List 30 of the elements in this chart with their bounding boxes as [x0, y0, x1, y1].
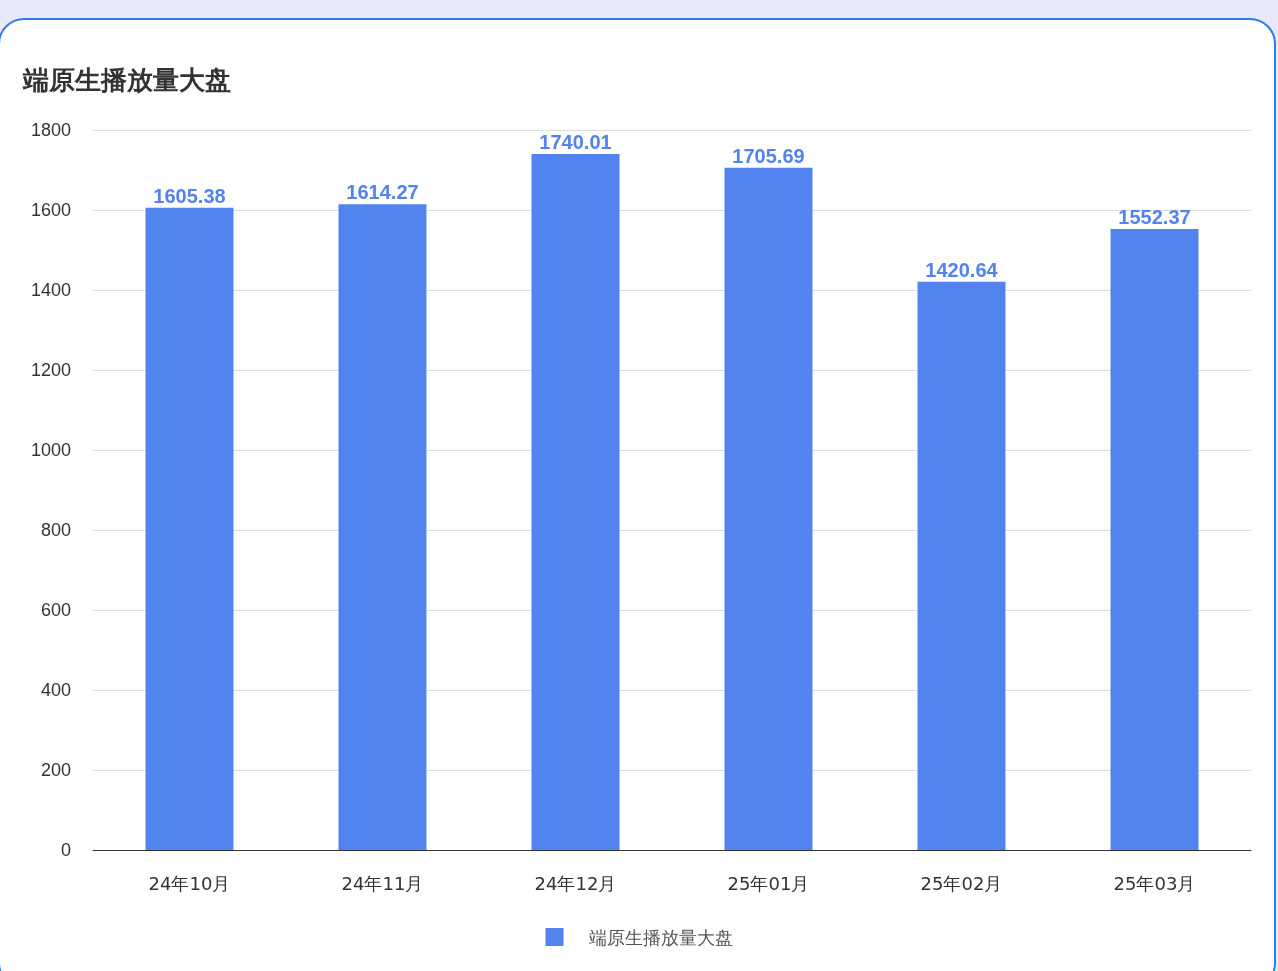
x-tick-label: 25年01月: [727, 872, 810, 894]
y-tick-label: 600: [40, 600, 71, 620]
y-tick-label: 1200: [30, 360, 71, 380]
x-tick-label: 25年03月: [1113, 872, 1196, 894]
x-tick-label: 25年02月: [920, 872, 1003, 894]
y-tick-label: 400: [40, 680, 71, 700]
y-tick-label: 200: [40, 760, 71, 780]
data-label: 1705.69: [732, 144, 805, 167]
legend-label: 端原生播放量大盘: [588, 926, 733, 948]
bar: [1110, 229, 1199, 850]
x-tick-label: 24年11月: [341, 872, 424, 894]
data-label: 1614.27: [346, 181, 419, 204]
data-label: 1740.01: [539, 131, 612, 153]
bar: [917, 281, 1006, 850]
chart-title: 端原生播放量大盘: [22, 65, 231, 95]
bar: [338, 204, 427, 850]
x-tick-label: 24年12月: [534, 872, 617, 894]
bar: [531, 154, 620, 850]
y-tick-label: 1800: [30, 120, 71, 140]
bar: [724, 167, 813, 850]
data-label: 1552.37: [1118, 206, 1191, 229]
x-tick-label: 24年10月: [148, 872, 231, 894]
data-label: 1605.38: [153, 184, 226, 207]
y-tick-label: 0: [60, 840, 71, 860]
y-tick-label: 1600: [30, 200, 71, 220]
y-tick-label: 800: [40, 520, 71, 540]
bar: [145, 207, 234, 850]
y-tick-label: 1400: [30, 280, 71, 300]
y-tick-label: 1000: [30, 440, 71, 460]
data-label: 1420.64: [925, 258, 999, 281]
